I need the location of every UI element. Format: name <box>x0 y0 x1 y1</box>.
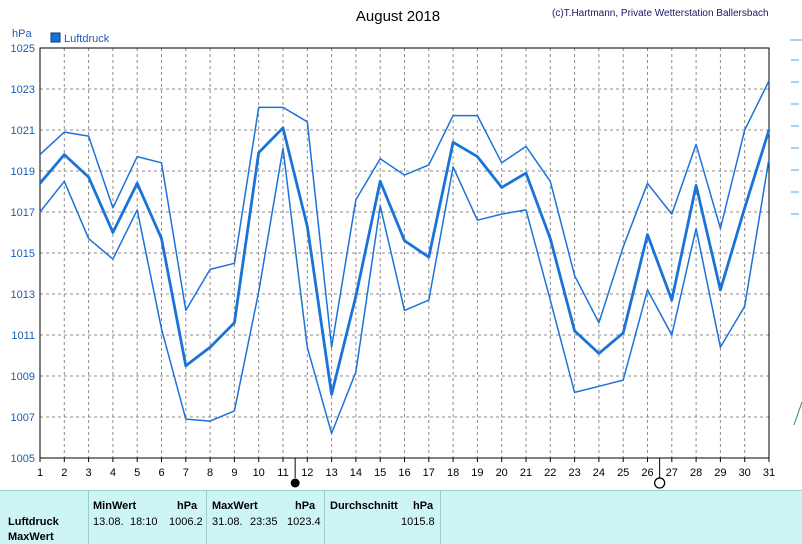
x-tick-label: 17 <box>423 467 435 479</box>
x-tick-label: 3 <box>86 467 92 479</box>
x-tick-label: 21 <box>520 467 532 479</box>
y-tick-label: 1023 <box>11 84 35 96</box>
min-value: 1006.2 <box>169 516 203 528</box>
x-tick-label: 11 <box>277 467 288 479</box>
x-tick-label: 25 <box>617 467 629 479</box>
max-time: 23:35 <box>250 516 278 528</box>
y-tick-label: 1017 <box>11 207 35 219</box>
grid-lines <box>40 48 769 458</box>
x-tick-label: 18 <box>447 467 459 479</box>
y-tick-label: 1005 <box>11 453 35 465</box>
chart-credit: (c)T.Hartmann, Private Wetterstation Bal… <box>552 8 769 19</box>
min-header: MinWert <box>93 500 137 512</box>
y-axis-unit: hPa <box>12 28 32 40</box>
x-tick-label: 24 <box>593 467 605 479</box>
y-tick-label: 1009 <box>11 371 35 383</box>
full-moon-icon <box>654 477 666 489</box>
summary-row-labels: Luftdruck MaxWert <box>0 491 89 544</box>
x-tick-label: 4 <box>110 467 116 479</box>
x-tick-label: 26 <box>641 467 653 479</box>
x-tick-label: 16 <box>398 467 410 479</box>
max-date: 31.08. <box>212 516 243 528</box>
series-line-min <box>39 147 770 435</box>
x-tick-label: 15 <box>374 467 386 479</box>
avg-unit: hPa <box>413 500 434 512</box>
x-tick-label: 13 <box>325 467 337 479</box>
x-tick-label: 9 <box>231 467 237 479</box>
x-tick-label: 27 <box>666 467 678 479</box>
legend-swatch <box>50 32 61 43</box>
x-tick-labels: 1 2 3 4 5 6 7 8 9 10 11 12 13 14 15 16 17 18 19 20 21 22 23 24 2… <box>37 458 775 479</box>
x-tick-label: 1 <box>37 467 43 479</box>
x-tick-label: 7 <box>183 467 189 479</box>
summary-min-cell: MinWert hPa 13.08. 18:10 1006.2 <box>89 491 207 544</box>
summary-avg-cell: Durchschnitt hPa 1015.8 <box>325 491 441 544</box>
x-tick-label: 29 <box>714 467 726 479</box>
series-lines <box>38 80 771 435</box>
x-tick-label: 31 <box>763 467 775 479</box>
legend-label: Luftdruck <box>64 33 110 45</box>
series-line-max <box>39 80 770 349</box>
x-tick-label: 14 <box>350 467 362 479</box>
chart-title: August 2018 <box>356 8 440 25</box>
x-tick-label: 8 <box>207 467 213 479</box>
y-tick-label: 1019 <box>11 166 35 178</box>
y-tick-labels: 1005 1007 1009 1011 1013 1015 1017 1019 1021 1023… <box>11 43 35 465</box>
x-tick-label: 20 <box>496 467 508 479</box>
row-label-luftdruck: Luftdruck <box>8 516 59 528</box>
avg-value: 1015.8 <box>401 516 435 528</box>
x-tick-label: 12 <box>301 467 313 479</box>
min-time: 18:10 <box>130 516 158 528</box>
summary-panel: Luftdruck MaxWert MinWert hPa 13.08. 18:… <box>0 490 802 544</box>
y-tick-label: 1025 <box>11 43 35 55</box>
max-unit: hPa <box>295 500 316 512</box>
y-tick-label: 1007 <box>11 412 35 424</box>
y-tick-label: 1011 <box>11 330 35 342</box>
x-tick-label: 23 <box>568 467 580 479</box>
y-tick-label: 1013 <box>11 289 35 301</box>
x-tick-label: 5 <box>134 467 140 479</box>
max-value: 1023.4 <box>287 516 321 528</box>
x-tick-label: 6 <box>158 467 164 479</box>
row-label-maxwert: MaxWert <box>8 531 54 543</box>
new-moon-icon <box>290 478 300 488</box>
x-tick-label: 19 <box>471 467 483 479</box>
x-tick-label: 28 <box>690 467 702 479</box>
y-tick-label: 1015 <box>11 248 35 260</box>
min-unit: hPa <box>177 500 198 512</box>
x-tick-label: 2 <box>61 467 67 479</box>
right-edge-decoration <box>790 39 802 426</box>
y-tick-label: 1021 <box>11 125 35 137</box>
x-tick-label: 10 <box>253 467 265 479</box>
series-line-avg <box>38 126 771 396</box>
x-tick-label: 30 <box>739 467 751 479</box>
x-tick-label: 22 <box>544 467 556 479</box>
summary-max-cell: MaxWert hPa 31.08. 23:35 1023.4 <box>207 491 325 544</box>
min-date: 13.08. <box>93 516 124 528</box>
pressure-chart: August 2018 (c)T.Hartmann, Private Wette… <box>11 8 802 489</box>
moon-phase-markers <box>290 458 666 489</box>
avg-header: Durchschnitt <box>330 500 398 512</box>
max-header: MaxWert <box>212 500 258 512</box>
